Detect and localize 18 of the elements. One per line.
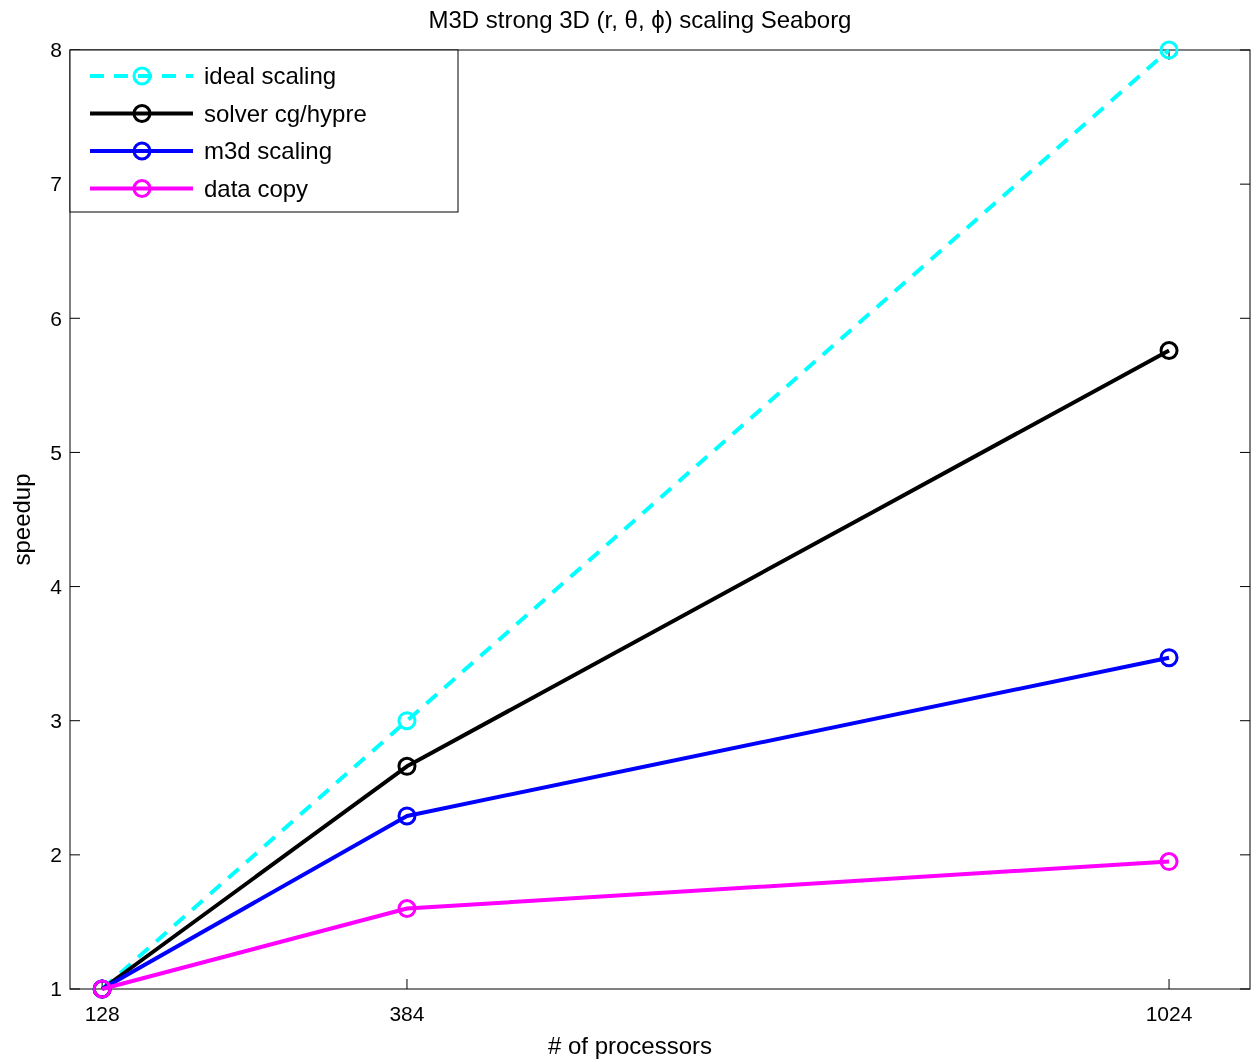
x-tick-label: 1024 <box>1145 1002 1193 1025</box>
legend-label: m3d scaling <box>204 137 333 165</box>
y-axis-title: speedup <box>8 473 35 566</box>
y-tick-label: 7 <box>50 172 62 196</box>
legend-label: ideal scaling <box>204 62 337 90</box>
y-tick-label: 6 <box>50 306 62 330</box>
legend-label: data copy <box>204 174 309 202</box>
y-tick-label: 2 <box>50 843 62 867</box>
y-tick-label: 4 <box>50 574 63 598</box>
x-tick-label: 384 <box>389 1002 425 1025</box>
chart-title: M3D strong 3D (r, θ, ϕ) scaling Seaborg <box>428 6 852 33</box>
x-tick-label: 128 <box>84 1002 120 1025</box>
x-axis-title: # of processors <box>547 1032 713 1059</box>
y-tick-label: 5 <box>50 440 62 464</box>
y-tick-label: 3 <box>50 709 62 733</box>
y-tick-label: 8 <box>50 38 62 62</box>
legend-label: solver cg/hypre <box>204 99 367 127</box>
y-tick-label: 1 <box>50 977 62 1001</box>
